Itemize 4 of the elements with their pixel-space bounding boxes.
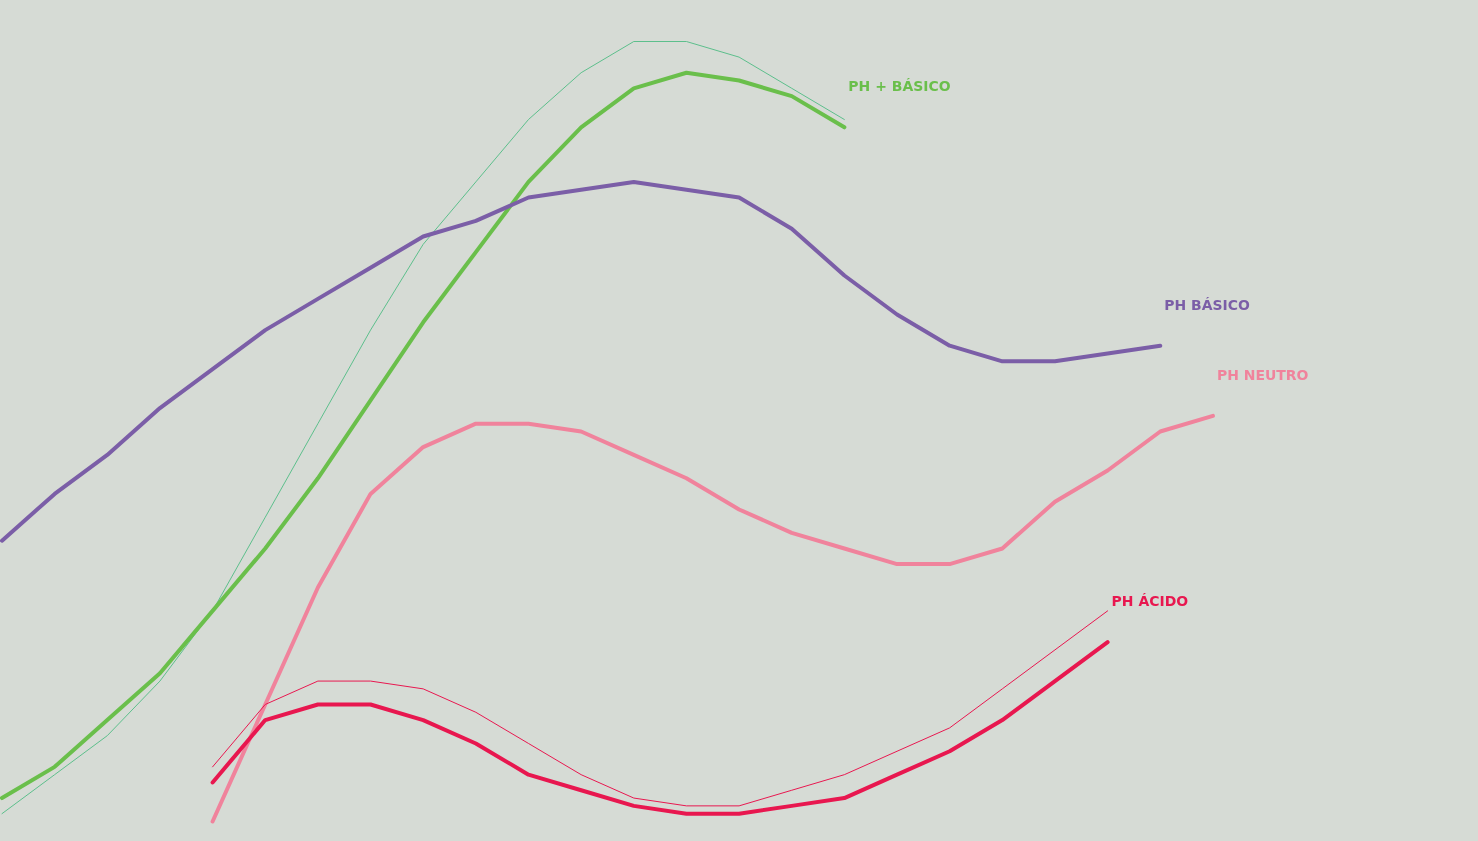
- text: PH BÁSICO: [1164, 296, 1251, 313]
- text: PH NEUTRO: [1216, 366, 1309, 383]
- text: PH + BÁSICO: [848, 78, 951, 95]
- text: PH ÁCIDO: [1111, 593, 1189, 610]
